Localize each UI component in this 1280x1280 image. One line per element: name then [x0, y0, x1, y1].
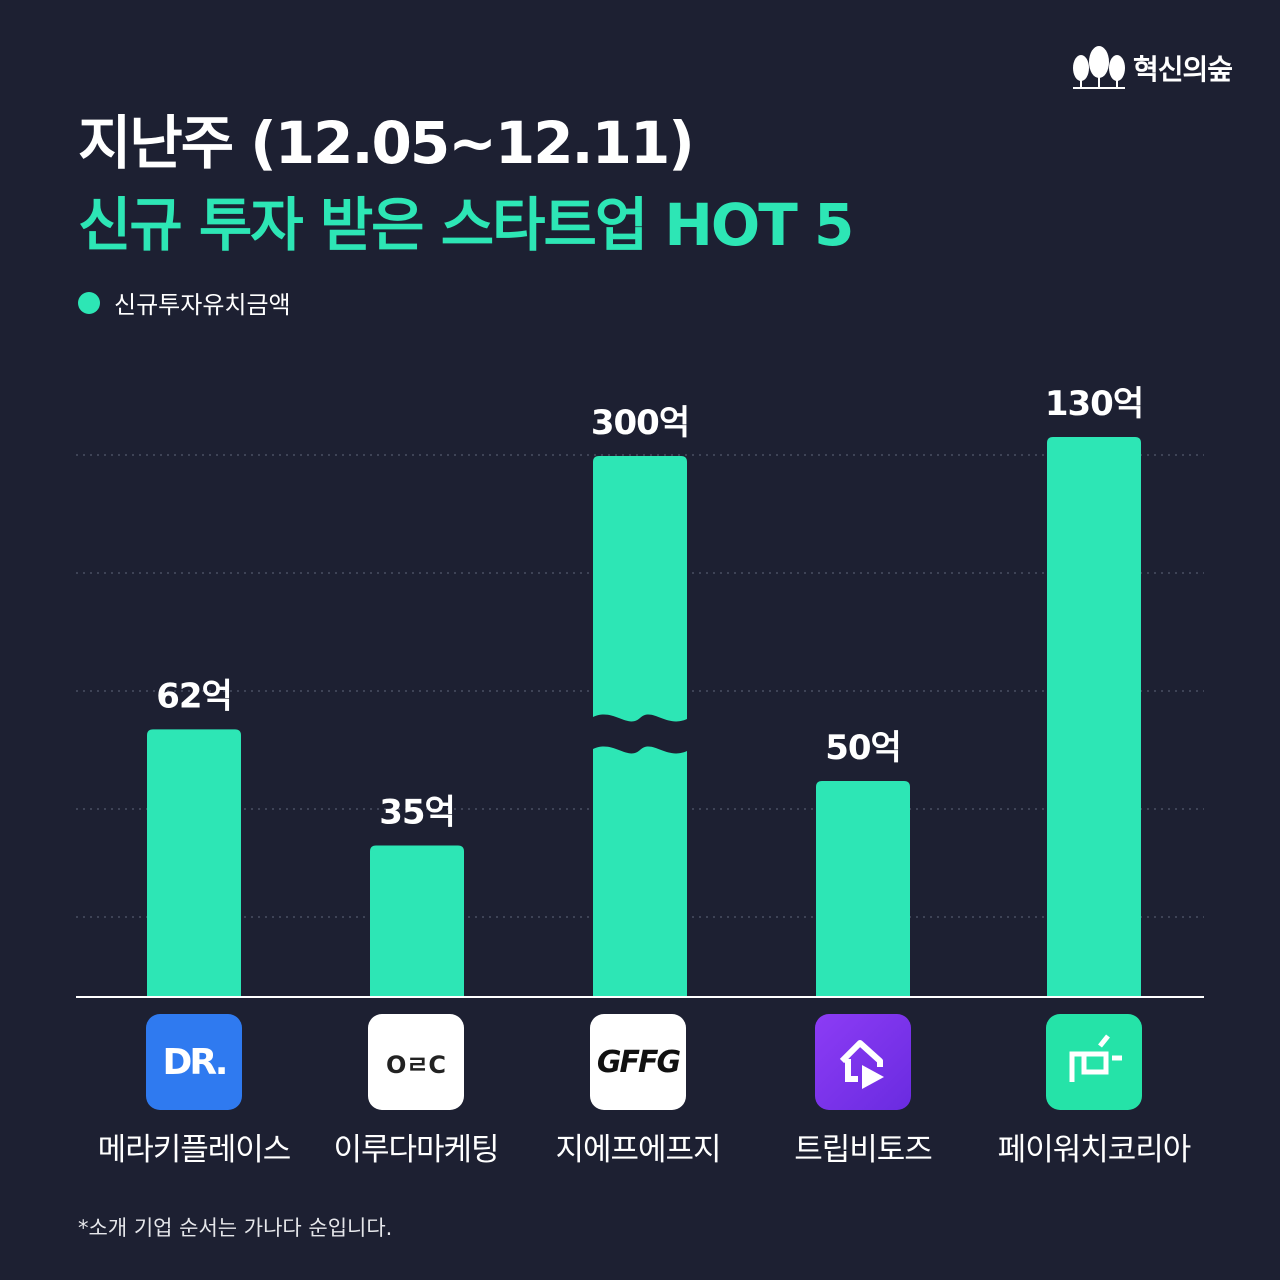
brand-label: 혁신의숲 [1132, 53, 1233, 86]
company-name: 지에프에프지 [555, 1132, 721, 1168]
page-title-line1: 지난주 (12.05~12.11) [78, 109, 695, 177]
data-label: 130억 [1045, 384, 1143, 424]
orc-logo-icon: OㄹC [368, 1014, 464, 1110]
data-label: 35억 [379, 793, 455, 833]
data-label: 300억 [591, 403, 689, 443]
gffg-logo-icon: GFFG [590, 1014, 686, 1110]
legend-swatch [78, 291, 100, 314]
paywatch-logo-icon [1046, 1014, 1142, 1110]
bar [370, 845, 464, 996]
data-label: 62억 [156, 676, 232, 716]
axis-break-mark [591, 714, 689, 754]
tripbtoz-logo-icon [815, 1014, 911, 1110]
orc-logo-text: OㄹC [385, 1050, 447, 1079]
gffg-logo-text: GFFG [596, 1044, 681, 1080]
chart-legend: 신규투자유치금액 [78, 285, 291, 320]
dr-logo-icon: DR. [146, 1014, 242, 1110]
dr-logo-text: DR. [162, 1041, 229, 1083]
bar [816, 781, 910, 996]
bar [147, 729, 241, 996]
footnote: *소개 기업 순서는 가나다 순입니다. [78, 1216, 393, 1240]
brand: 혁신의숲 [1071, 46, 1233, 90]
company-name: 페이워치코리아 [997, 1132, 1192, 1168]
bar-chart: 62억 35억 300억 50억 130억 [76, 384, 1204, 998]
company-name: 이루다마케팅 [333, 1132, 499, 1168]
company-name: 트립비토즈 [794, 1132, 933, 1168]
legend-label: 신규투자유치금액 [114, 291, 291, 319]
paywatch-mark [1069, 1034, 1122, 1082]
bar [1047, 437, 1141, 996]
forest-trees-icon [1072, 46, 1125, 89]
tripbtoz-mark [839, 1040, 884, 1089]
data-label: 50억 [825, 728, 901, 768]
company-name: 메라키플레이스 [97, 1132, 292, 1168]
page-title-line2: 신규 투자 받은 스타트업 HOT 5 [78, 191, 854, 259]
company-logos: DR. OㄹC GFFG [0, 1014, 1280, 1114]
